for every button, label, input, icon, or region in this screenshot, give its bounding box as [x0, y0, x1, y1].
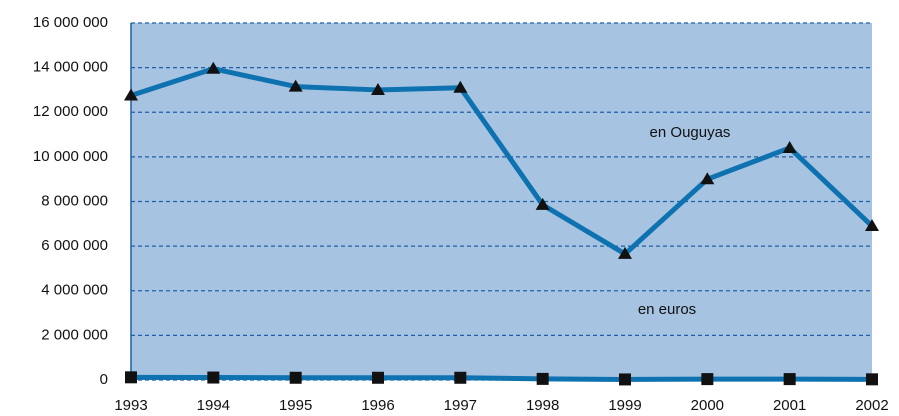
marker [454, 371, 467, 384]
y-tick-label: 10 000 000 [33, 148, 108, 165]
marker [866, 373, 878, 386]
marker [206, 61, 221, 74]
series-label: en euros [638, 301, 696, 318]
marker [289, 371, 302, 384]
y-tick-label: 12 000 000 [33, 103, 108, 120]
y-tick-label: 14 000 000 [33, 59, 108, 76]
marker [453, 80, 468, 93]
marker [619, 373, 631, 386]
x-tick-label: 1995 [279, 397, 312, 414]
series-label: en Ouguyas [650, 124, 731, 141]
marker [207, 371, 220, 384]
marker [536, 372, 549, 385]
x-tick-label: 1999 [608, 397, 641, 414]
marker [783, 373, 796, 386]
x-tick-label: 2000 [691, 397, 724, 414]
y-tick-label: 4 000 000 [41, 282, 108, 299]
marker [618, 246, 632, 259]
marker [372, 371, 384, 384]
series-line [130, 66, 874, 257]
x-tick-label: 1997 [444, 397, 477, 414]
x-tick-label: 2002 [855, 397, 888, 414]
x-tick-label: 1996 [361, 397, 394, 414]
x-tick-label: 1998 [526, 397, 559, 414]
marker [371, 82, 385, 95]
marker [865, 219, 879, 232]
marker [701, 373, 714, 386]
y-tick-label: 16 000 000 [33, 14, 108, 31]
x-tick-label: 1993 [114, 397, 147, 414]
marker [124, 88, 138, 101]
marker [125, 371, 137, 384]
marker [288, 79, 303, 92]
x-tick-label: 2001 [773, 397, 806, 414]
y-tick-label: 8 000 000 [41, 192, 108, 209]
series-line [130, 374, 873, 382]
x-tick-label: 1994 [197, 397, 230, 414]
marker [700, 172, 715, 185]
y-tick-label: 2 000 000 [41, 326, 108, 343]
y-tick-label: 0 [100, 371, 108, 388]
y-tick-label: 6 000 000 [41, 237, 108, 254]
marker [535, 197, 550, 210]
marker [782, 140, 797, 153]
